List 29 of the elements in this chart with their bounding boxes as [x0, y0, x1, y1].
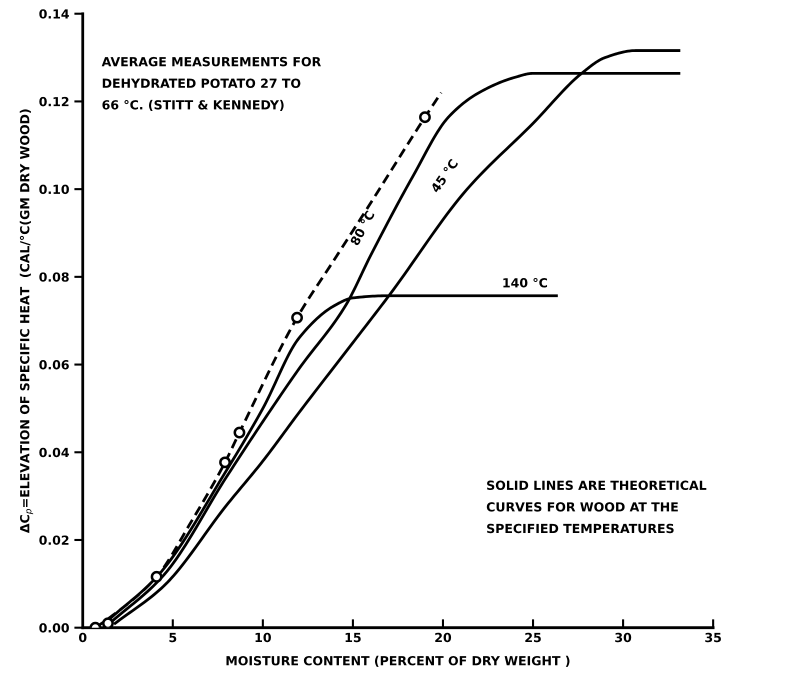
annotation: 80 °C — [350, 210, 375, 246]
x-tick-label: 20 — [435, 632, 452, 642]
y-tick-label: 0.12 — [39, 96, 68, 106]
annotation: 45 °C — [430, 158, 458, 194]
x-tick-label: 25 — [525, 632, 541, 642]
y-tick-label: 0.08 — [39, 272, 69, 282]
point — [102, 617, 114, 628]
point — [219, 456, 231, 468]
x-tick-label: 30 — [615, 632, 632, 642]
y-tick-label: 0.06 — [39, 360, 69, 370]
x-tick-label: 15 — [346, 632, 361, 642]
y-tick-label: 0.10 — [39, 184, 69, 194]
y-tick-label: 0.14 — [39, 9, 69, 19]
point — [419, 111, 431, 124]
y-tick-label: 0.02 — [39, 535, 68, 545]
y-axis-title: ΔC$_{p}$=ELEVATION OF SPECIFIC HEAT (CAL/°C(GM DRY WOOD) — [20, 109, 34, 534]
point — [234, 426, 246, 438]
x-axis-title: MOISTURE CONTENT (PERCENT OF DRY WEIGHT ) — [226, 656, 570, 667]
point — [291, 312, 303, 324]
x-tick-label: 10 — [256, 632, 271, 642]
x-tick-label: 35 — [705, 632, 721, 642]
y-tick-label: 0.00 — [39, 623, 69, 633]
x-tick-label: 0 — [78, 632, 86, 642]
annotation: AVERAGE MEASUREMENTS FOR DEHYDRATED POTATO 27 TO 66 °C. (STITT & KENNEDY) — [102, 56, 321, 112]
annotation: 140 °C — [503, 278, 548, 288]
annotation: SOLID LINES ARE THEORETICAL CURVES FOR WOOD AT THE SPECIFIED TEMPERATURES — [486, 480, 706, 534]
point — [150, 570, 162, 583]
x-tick-label: 5 — [169, 632, 176, 642]
y-tick-label: 0.04 — [39, 448, 69, 458]
